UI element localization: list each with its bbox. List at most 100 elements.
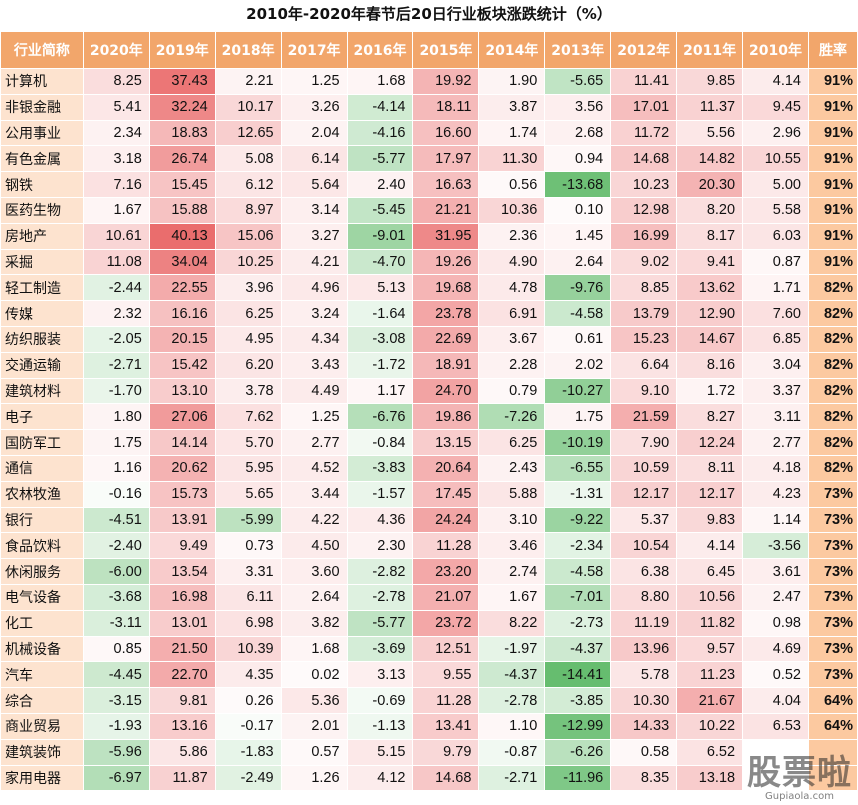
value-cell: 3.44 xyxy=(280,480,348,508)
industry-name: 商业贸易 xyxy=(0,712,84,740)
value-cell: 1.67 xyxy=(478,583,546,611)
value-cell: 1.17 xyxy=(346,377,414,405)
value-cell: 5.70 xyxy=(214,429,282,456)
value-cell: 31.95 xyxy=(412,222,480,250)
value-cell: 2.43 xyxy=(478,454,546,482)
value-cell: 14.33 xyxy=(610,712,678,740)
value-cell: -10.19 xyxy=(544,429,612,456)
industry-name: 建筑材料 xyxy=(0,377,84,405)
industry-name: 家用电器 xyxy=(0,764,84,792)
industry-name: 纺织服装 xyxy=(0,325,84,353)
value-cell: 0.57 xyxy=(280,738,348,766)
value-cell: 6.38 xyxy=(610,558,678,585)
value-cell: 8.20 xyxy=(676,196,744,224)
value-cell: 12.17 xyxy=(676,480,744,508)
value-cell: 18.11 xyxy=(412,93,480,121)
value-cell: 3.43 xyxy=(280,351,348,379)
value-cell: -3.85 xyxy=(544,687,612,714)
table-row: 家用电器 -6.97 11.87 -2.49 1.26 4.12 14.68 -2.71 -11… xyxy=(0,764,858,792)
value-cell: 0.85 xyxy=(82,635,150,663)
table-row: 通信 1.16 20.62 5.95 4.52 -3.83 20.64 2.43 -6.55 10… xyxy=(0,454,858,482)
value-cell: -4.51 xyxy=(82,506,150,534)
value-cell: 6.45 xyxy=(676,558,744,585)
value-cell: 13.91 xyxy=(148,506,216,534)
win-rate-cell: 82% xyxy=(808,403,858,431)
value-cell: 0.58 xyxy=(610,738,678,766)
industry-name: 计算机 xyxy=(0,68,84,95)
value-cell: -3.08 xyxy=(346,325,414,353)
industry-name: 医药生物 xyxy=(0,196,84,224)
value-cell: 9.55 xyxy=(412,661,480,689)
value-cell: 16.60 xyxy=(412,119,480,147)
value-cell: 8.80 xyxy=(610,583,678,611)
value-cell: 4.23 xyxy=(742,480,809,508)
value-cell: 4.18 xyxy=(742,454,809,482)
value-cell: 11.19 xyxy=(610,609,678,637)
value-cell: -9.76 xyxy=(544,274,612,302)
value-cell: 8.35 xyxy=(610,764,678,792)
value-cell: 0.26 xyxy=(214,687,282,714)
table-row: 计算机 8.25 37.43 2.21 1.25 1.68 19.92 1.90 -5.65 11… xyxy=(0,68,858,95)
win-rate-cell: 73% xyxy=(808,480,858,508)
value-cell: 13.54 xyxy=(148,558,216,585)
value-cell: 2.96 xyxy=(742,119,809,147)
value-cell: 13.41 xyxy=(412,712,480,740)
value-cell: 5.00 xyxy=(742,171,809,198)
value-cell: 1.75 xyxy=(544,403,612,431)
value-cell: 3.56 xyxy=(544,93,612,121)
value-cell: 4.36 xyxy=(346,506,414,534)
value-cell: 18.83 xyxy=(148,119,216,147)
value-cell: -5.45 xyxy=(346,196,414,224)
industry-name: 电气设备 xyxy=(0,583,84,611)
value-cell: 2.64 xyxy=(544,248,612,276)
value-cell: -0.84 xyxy=(346,429,414,456)
value-cell: 6.20 xyxy=(214,351,282,379)
value-cell: 3.87 xyxy=(478,93,546,121)
win-rate-cell: 82% xyxy=(808,325,858,353)
table-row: 商业贸易 -1.93 13.16 -0.17 2.01 -1.13 13.41 1.10 -12… xyxy=(0,712,858,740)
value-cell: 10.30 xyxy=(610,687,678,714)
value-cell: 2.34 xyxy=(82,119,150,147)
value-cell: 14.68 xyxy=(412,764,480,792)
value-cell: -2.71 xyxy=(478,764,546,792)
table-row: 传媒 2.32 16.16 6.25 3.24 -1.64 23.78 6.91 -4.58 13… xyxy=(0,300,858,327)
value-cell: 13.62 xyxy=(676,274,744,302)
value-cell: 20.15 xyxy=(148,325,216,353)
value-cell: -14.41 xyxy=(544,661,612,689)
value-cell: -2.82 xyxy=(346,558,414,585)
win-rate-cell: 64% xyxy=(808,687,858,714)
value-cell: 22.70 xyxy=(148,661,216,689)
value-cell: -5.65 xyxy=(544,68,612,95)
table-row: 农林牧渔 -0.16 15.73 5.65 3.44 -1.57 17.45 5.88 -1.3… xyxy=(0,480,858,508)
industry-name: 机械设备 xyxy=(0,635,84,663)
industry-name: 化工 xyxy=(0,609,84,637)
value-cell: -3.83 xyxy=(346,454,414,482)
value-cell: 1.16 xyxy=(82,454,150,482)
value-cell: 3.04 xyxy=(742,351,809,379)
table-row: 电子 1.80 27.06 7.62 1.25 -6.76 19.86 -7.26 1.75 21… xyxy=(0,403,858,431)
win-rate-cell: 91% xyxy=(808,171,858,198)
value-cell: 11.87 xyxy=(148,764,216,792)
value-cell: -6.76 xyxy=(346,403,414,431)
value-cell: 8.16 xyxy=(676,351,744,379)
win-rate-cell: 82% xyxy=(808,351,858,379)
value-cell: 14.14 xyxy=(148,429,216,456)
value-cell: -1.97 xyxy=(478,635,546,663)
value-cell: 3.26 xyxy=(280,93,348,121)
value-cell: 3.46 xyxy=(478,532,546,560)
value-cell: 4.14 xyxy=(676,532,744,560)
value-cell: 6.64 xyxy=(610,351,678,379)
value-cell: 11.28 xyxy=(412,687,480,714)
value-cell: -3.15 xyxy=(82,687,150,714)
value-cell: 11.23 xyxy=(676,661,744,689)
value-cell: 19.68 xyxy=(412,274,480,302)
value-cell: 4.22 xyxy=(280,506,348,534)
column-header-year: 2020年 xyxy=(82,31,150,69)
table-row: 食品饮料 -2.40 9.49 0.73 4.50 2.30 11.28 3.46 -2.34 1… xyxy=(0,532,858,560)
value-cell: -5.99 xyxy=(214,506,282,534)
value-cell: -4.58 xyxy=(544,558,612,585)
table-row: 国防军工 1.75 14.14 5.70 2.77 -0.84 13.15 6.25 -10.1… xyxy=(0,429,858,456)
industry-name: 有色金属 xyxy=(0,145,84,173)
value-cell: 11.30 xyxy=(478,145,546,173)
value-cell: -10.27 xyxy=(544,377,612,405)
